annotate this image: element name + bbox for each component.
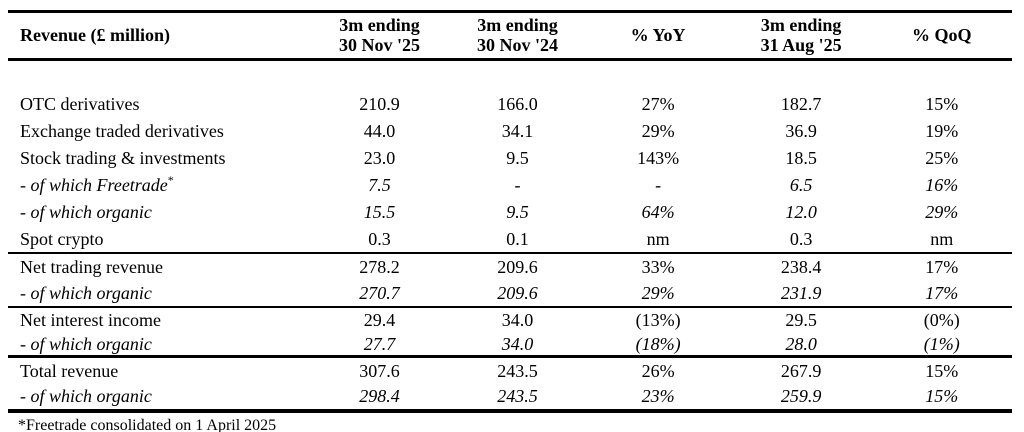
cell-value: 34.0 [449,305,586,332]
cell-value: 298.4 [309,383,450,413]
cell-value: 6.5 [789,175,813,196]
header-pct-yoy: % YoY [585,9,731,62]
table-row-net-trading-revenue: Net trading revenue 278.2 209.6 33% 238.… [8,251,1012,280]
header-3m-nov-24: 3m ending 30 Nov '24 [449,9,586,62]
cell-value: (18%) [635,333,681,354]
cell-value: 15.5 [363,202,396,223]
cell-value: 231.9 [780,282,822,303]
cell-value: 0.1 [506,228,529,249]
cell-value: 34.1 [501,121,534,142]
row-label: OTC derivatives [20,94,140,115]
cell-value: 0.3 [789,228,813,249]
row-label: Stock trading & investments [20,148,226,169]
table-footnote: *Freetrade consolidated on 1 April 2025 [18,416,277,432]
spacer-row [8,60,1012,91]
cell-value: 28.0 [785,333,817,354]
cell-value: 270.7 [359,282,400,303]
table-row-total-revenue: Total revenue 307.6 243.5 26% 267.9 15% [8,355,1012,384]
cell-value: 33% [585,251,731,280]
cell-value: 12.0 [785,202,817,223]
cell-value: 7.5 [368,175,391,196]
cell-value: 0.3 [368,228,391,249]
cell-value: 29.5 [730,305,872,332]
revenue-table: Revenue (£ million) 3m ending 30 Nov '25… [8,9,1012,413]
cell-value: 23.0 [363,148,396,169]
row-label: - of which organic [20,333,152,354]
cell-value: 27.7 [363,333,396,354]
header-3m-nov-25: 3m ending 30 Nov '25 [309,9,450,62]
cell-value: 23% [585,383,731,413]
cell-value: 27% [641,94,675,115]
table-row-net-interest-income: Net interest income 29.4 34.0 (13%) 29.5… [8,305,1012,332]
cell-value: nm [646,228,670,249]
cell-value: 34.0 [501,333,534,354]
table-header-row: Revenue (£ million) 3m ending 30 Nov '25… [8,9,1012,62]
table-row-exchange-traded-derivatives: Exchange traded derivatives 44.0 34.1 29… [8,118,1012,145]
row-label: - of which organic [20,202,152,223]
row-label: Total revenue [8,355,310,384]
cell-value: 29% [641,282,675,303]
row-label: - of which organic [20,282,152,303]
cell-value: 17% [871,251,1012,280]
cell-value: 29% [925,202,959,223]
table-row-of-which-organic-trading: - of which organic 15.5 9.5 64% 12.0 29% [8,199,1012,226]
cell-value: 18.5 [785,148,817,169]
cell-value: 17% [925,282,959,303]
cell-value: nm [930,228,954,249]
table-row-of-which-organic-net-interest: - of which organic 27.7 34.0 (18%) 28.0 … [8,332,1012,357]
row-label: - of which Freetrade* [20,173,174,196]
row-label: Net trading revenue [8,251,310,280]
cell-value: 166.0 [497,94,538,115]
cell-value: 64% [641,202,675,223]
cell-value: 15% [871,355,1012,384]
cell-value: 19% [925,121,959,142]
cell-value: 9.5 [506,202,529,223]
table-row-of-which-freetrade: - of which Freetrade* 7.5 - - 6.5 16% [8,172,1012,199]
header-pct-qoq: % QoQ [871,9,1012,62]
cell-value: 29% [641,121,675,142]
cell-value: 209.6 [449,251,586,280]
row-label: - of which organic [8,383,310,413]
cell-value: 182.7 [780,94,822,115]
table-row-of-which-organic-net-trading: - of which organic 270.7 209.6 29% 231.9… [8,280,1012,307]
row-label: Spot crypto [20,228,104,249]
footnote-marker: * [167,173,174,188]
cell-value: (0%) [871,305,1012,332]
cell-value: 9.5 [506,148,529,169]
row-label: Net interest income [8,305,310,332]
cell-value: 36.9 [785,121,817,142]
table-row-spot-crypto: Spot crypto 0.3 0.1 nm 0.3 nm [8,226,1012,253]
cell-value: 15% [871,383,1012,413]
cell-value: (13%) [585,305,731,332]
table-row-otc-derivatives: OTC derivatives 210.9 166.0 27% 182.7 15… [8,91,1012,118]
header-revenue-label: Revenue (£ million) [8,9,310,62]
cell-value: 243.5 [449,383,586,413]
cell-value: 209.6 [497,282,538,303]
cell-value: 243.5 [449,355,586,384]
table-row-of-which-organic-total: - of which organic 298.4 243.5 23% 259.9… [8,383,1012,413]
cell-value: 143% [637,148,680,169]
row-label: Exchange traded derivatives [20,121,224,142]
cell-value: 29.4 [309,305,450,332]
cell-value: 259.9 [730,383,872,413]
cell-value: 26% [585,355,731,384]
cell-value: - [514,175,521,196]
cell-value: 15% [925,94,959,115]
cell-value: 25% [925,148,959,169]
table-row-stock-trading-investments: Stock trading & investments 23.0 9.5 143… [8,145,1012,172]
cell-value: - [655,175,662,196]
cell-value: 238.4 [730,251,872,280]
cell-value: 278.2 [309,251,450,280]
cell-value: 307.6 [309,355,450,384]
cell-value: 44.0 [363,121,396,142]
cell-value: (1%) [923,333,960,354]
cell-value: 267.9 [730,355,872,384]
cell-value: 210.9 [359,94,400,115]
cell-value: 16% [925,175,959,196]
header-3m-aug-25: 3m ending 31 Aug '25 [730,9,872,62]
